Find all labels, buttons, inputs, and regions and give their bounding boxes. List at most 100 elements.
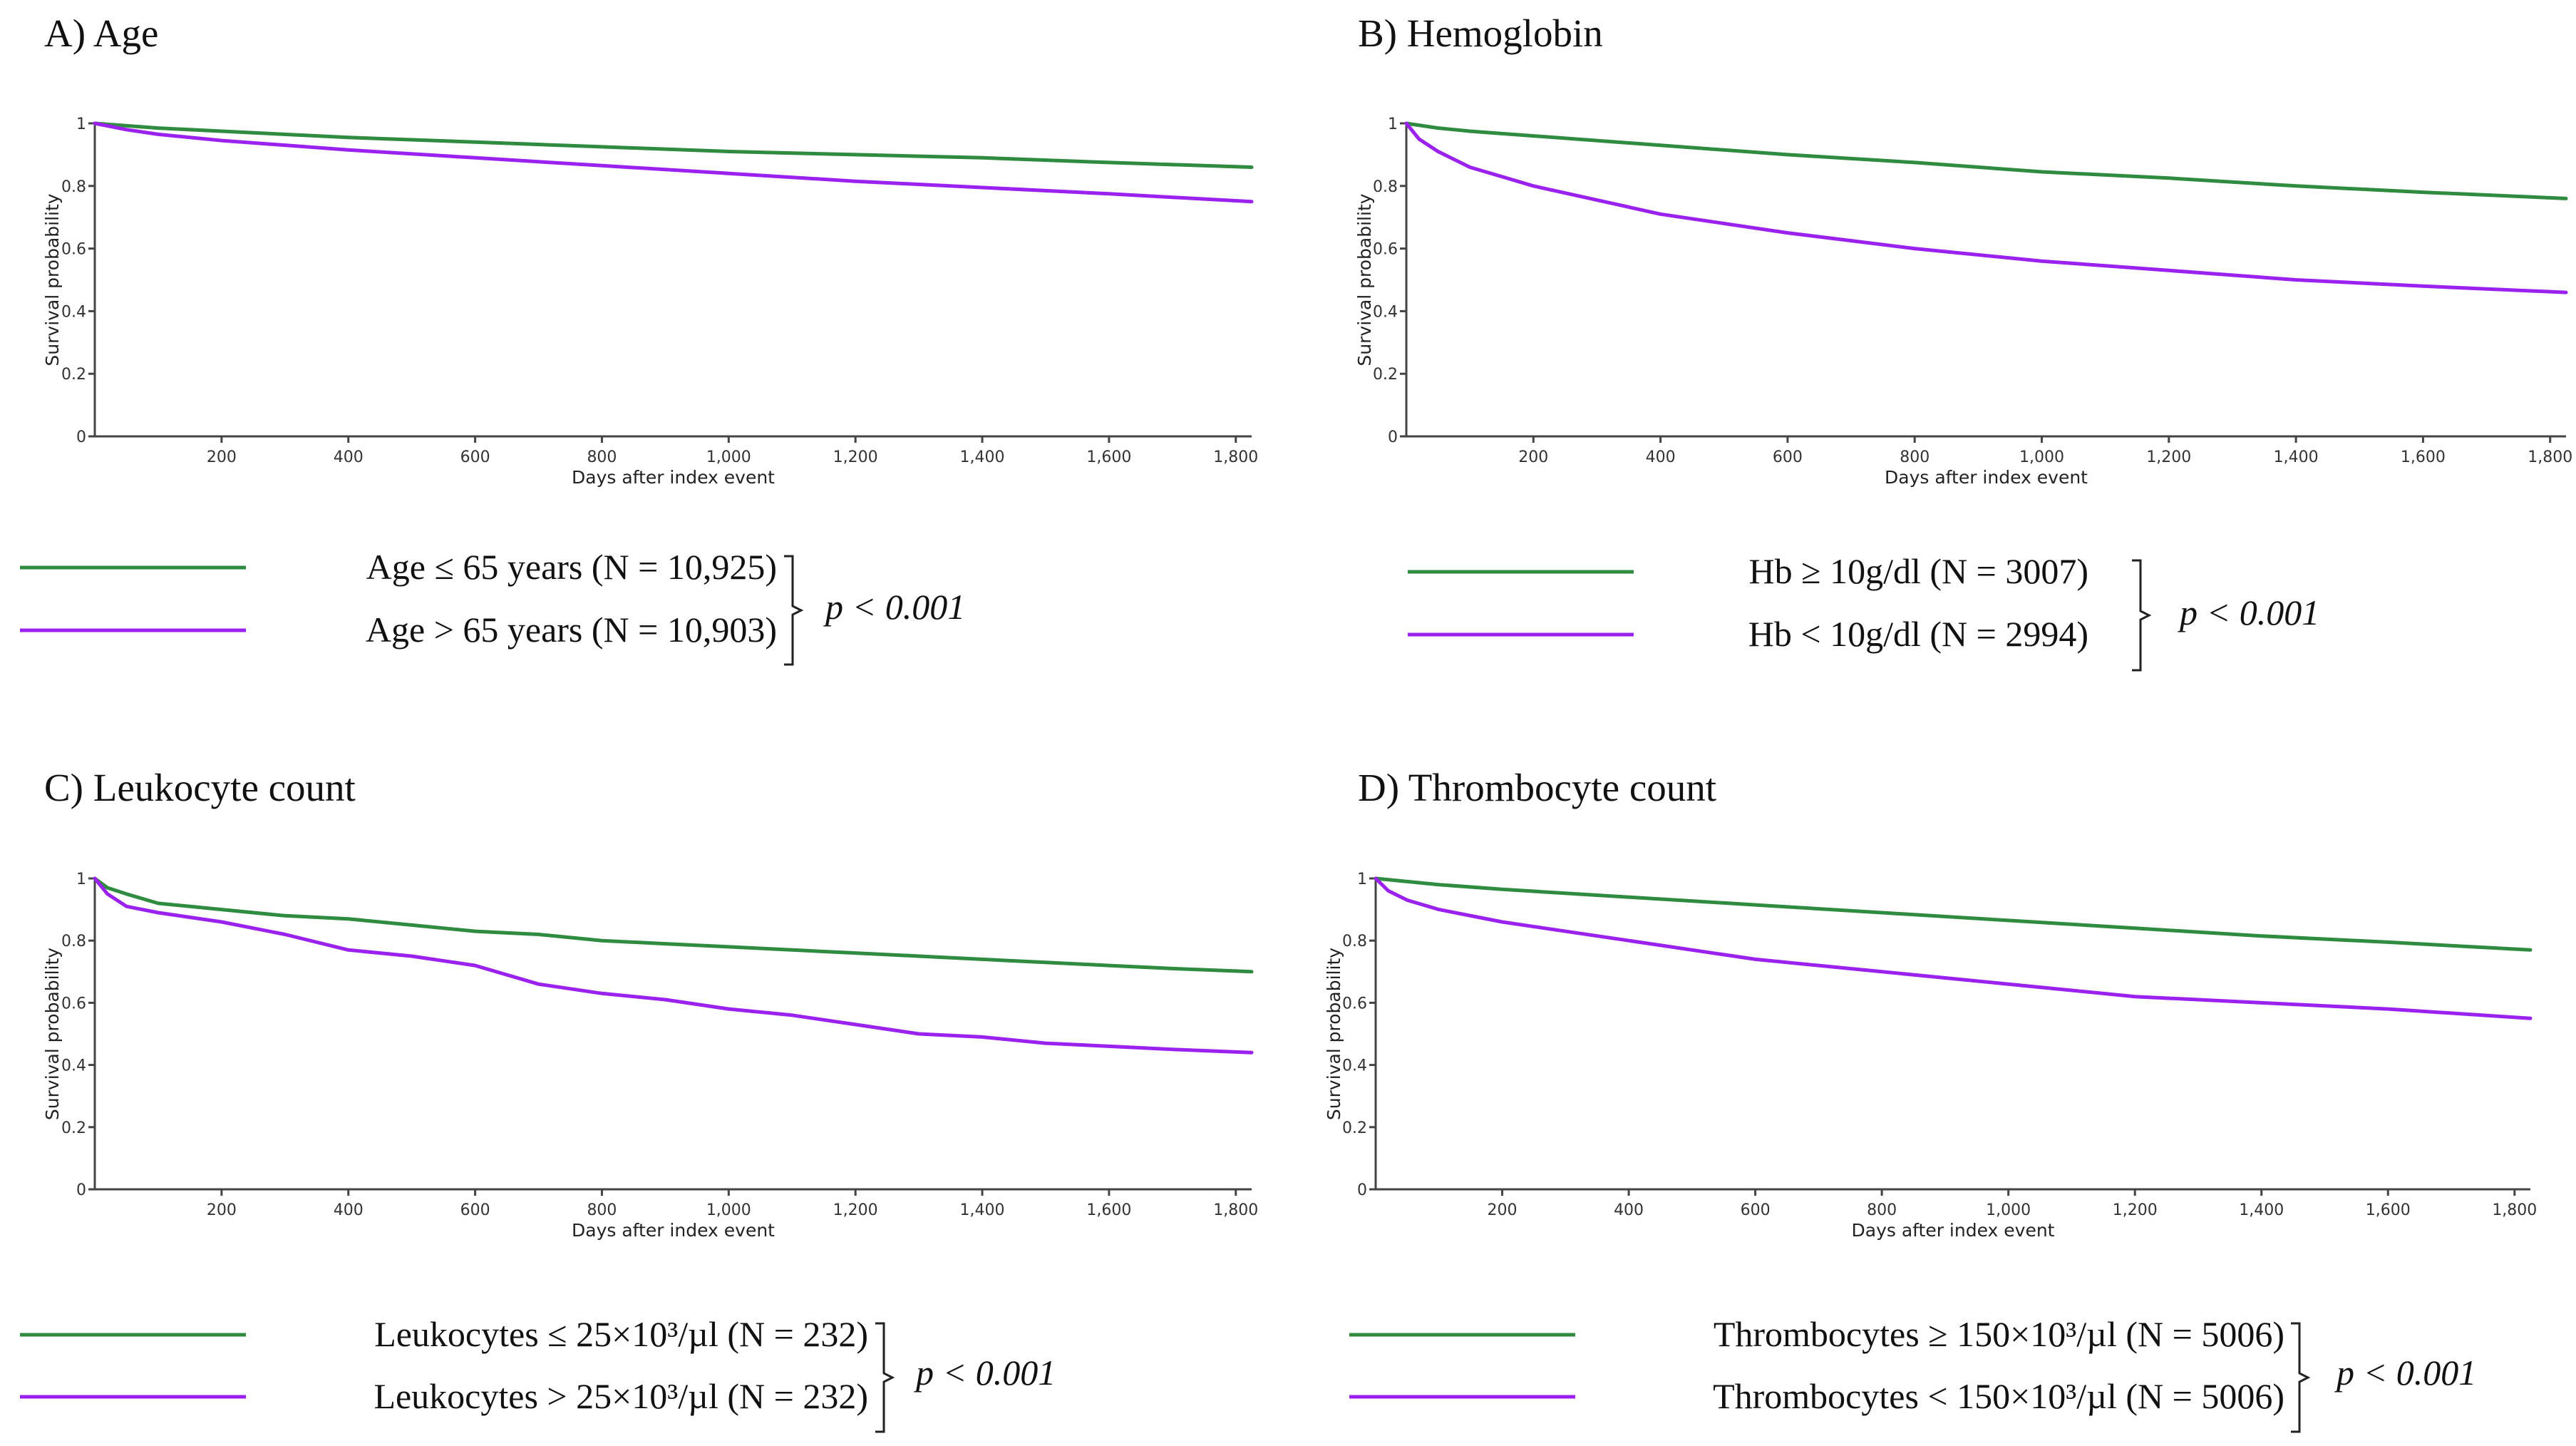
x-tick-label: 1,200: [833, 448, 878, 466]
y-tick-label: 0.2: [1373, 366, 1398, 384]
y-axis-label: Survival probability: [42, 193, 63, 366]
legend-bracket: [875, 1322, 895, 1433]
x-tick-label: 1,800: [2528, 448, 2572, 466]
legend-bracket: [2291, 1322, 2311, 1433]
legend-label: Hb < 10g/dl (N = 2994): [1748, 614, 2088, 654]
y-tick-label: 1: [1388, 116, 1398, 133]
chart-title: D) Thrombocyte count: [1358, 766, 1716, 809]
y-tick-label: 0.2: [1342, 1119, 1367, 1137]
panel-a: A) Age 0 0.2 0.4 0.6 0.8 1 200 400 600 800 1,000 1,2…: [20, 11, 1258, 666]
x-tick-label: 800: [587, 448, 617, 466]
y-tick-label: 0.2: [61, 1119, 86, 1137]
y-tick-label: 0.6: [1342, 995, 1367, 1012]
y-tick-label: 1: [76, 116, 86, 133]
legend-label: Age ≤ 65 years (N = 10,925): [366, 547, 777, 587]
y-tick-label: 0.4: [1342, 1057, 1367, 1075]
x-tick-label: 1,200: [833, 1201, 878, 1219]
survival-curve-group1: [93, 121, 1254, 169]
y-tick-label: 1: [1357, 871, 1367, 888]
x-tick-label: 600: [460, 1201, 490, 1219]
x-tick-label: 1,000: [706, 448, 751, 466]
legend-bracket: [784, 555, 804, 666]
x-tick-label: 1,800: [1213, 1201, 1258, 1219]
y-tick-label: 0.6: [61, 241, 86, 259]
legend-label: Leukocytes > 25×10³/µl (N = 232): [373, 1376, 868, 1416]
y-tick-label: 0.4: [1373, 303, 1398, 321]
chart-title: B) Hemoglobin: [1358, 11, 1603, 55]
y-tick-label: 0: [76, 429, 86, 446]
x-tick-label: 1,800: [1213, 448, 1258, 466]
legend-bracket: [2132, 559, 2152, 672]
chart-title: A) Age: [44, 11, 158, 55]
legend-label: Hb ≥ 10g/dl (N = 3007): [1749, 551, 2088, 591]
y-tick-label: 0.8: [1342, 933, 1367, 950]
x-axis-label: Days after index event: [1885, 467, 2088, 488]
x-tick-label: 200: [207, 448, 237, 466]
y-tick-label: 0.2: [61, 366, 86, 384]
x-axis-label: Days after index event: [572, 467, 775, 488]
x-tick-label: 600: [1773, 448, 1803, 466]
survival-curve-group1: [93, 876, 1254, 974]
x-tick-label: 1,000: [1986, 1201, 2031, 1219]
x-tick-label: 1,600: [2401, 448, 2446, 466]
y-axis-label: Survival probability: [1354, 193, 1375, 366]
x-tick-label: 400: [1614, 1201, 1644, 1219]
y-tick-label: 0.6: [1373, 241, 1398, 259]
y-tick-label: 0.8: [1373, 178, 1398, 196]
x-tick-label: 1,400: [2274, 448, 2319, 466]
panel-c: C) Leukocyte count 0 0.2 0.4 0.6 0.8 1 200 400 60…: [20, 766, 1258, 1433]
legend-label: Thrombocytes < 150×10³/µl (N = 5006): [1713, 1376, 2284, 1416]
y-axis-label: Survival probability: [42, 948, 63, 1120]
survival-curve-group1: [1374, 876, 2533, 952]
x-tick-label: 1,400: [2239, 1201, 2284, 1219]
x-tick-label: 1,600: [2366, 1201, 2411, 1219]
y-tick-label: 0.4: [61, 303, 86, 321]
survival-curve-group2: [1374, 876, 2533, 1020]
x-axis-label: Days after index event: [572, 1220, 775, 1241]
x-tick-label: 800: [587, 1201, 617, 1219]
y-tick-label: 0: [1388, 429, 1398, 446]
y-tick-label: 0: [1357, 1181, 1367, 1199]
x-tick-label: 800: [1900, 448, 1930, 466]
y-tick-label: 1: [76, 871, 86, 888]
panel-b: B) Hemoglobin 0 0.2 0.4 0.6 0.8 1 200 400 600 800 1…: [1354, 11, 2572, 672]
x-tick-label: 1,400: [960, 1201, 1005, 1219]
survival-curve-group1: [1404, 121, 2568, 200]
survival-curve-group2: [1404, 121, 2568, 294]
x-tick-label: 1,000: [2019, 448, 2064, 466]
p-value: p < 0.001: [914, 1353, 1056, 1393]
survival-curve-group2: [93, 121, 1254, 204]
legend-label: Thrombocytes ≥ 150×10³/µl (N = 5006): [1714, 1314, 2284, 1354]
x-tick-label: 400: [334, 1201, 364, 1219]
x-tick-label: 1,400: [960, 448, 1005, 466]
y-tick-label: 0.8: [61, 933, 86, 950]
p-value: p < 0.001: [2178, 593, 2319, 632]
survival-curve-group2: [93, 876, 1254, 1055]
y-tick-label: 0.4: [61, 1057, 86, 1075]
panel-d: D) Thrombocyte count 0 0.2 0.4 0.6 0.8 1 200 400…: [1324, 766, 2537, 1433]
y-axis-label: Survival probability: [1324, 948, 1344, 1120]
x-tick-label: 600: [460, 448, 490, 466]
x-tick-label: 200: [207, 1201, 237, 1219]
x-tick-label: 200: [1518, 448, 1548, 466]
p-value: p < 0.001: [823, 587, 965, 627]
x-tick-label: 1,200: [2113, 1201, 2158, 1219]
x-axis-label: Days after index event: [1852, 1220, 2055, 1241]
x-tick-label: 1,800: [2492, 1201, 2537, 1219]
x-tick-label: 1,600: [1086, 448, 1131, 466]
x-tick-label: 200: [1488, 1201, 1518, 1219]
legend-label: Age > 65 years (N = 10,903): [366, 610, 777, 650]
y-tick-label: 0: [76, 1181, 86, 1199]
x-tick-label: 1,200: [2146, 448, 2191, 466]
p-value: p < 0.001: [2334, 1353, 2476, 1393]
y-tick-label: 0.6: [61, 995, 86, 1012]
x-tick-label: 1,600: [1086, 1201, 1131, 1219]
x-tick-label: 400: [334, 448, 364, 466]
legend-label: Leukocytes ≤ 25×10³/µl (N = 232): [374, 1314, 868, 1354]
x-tick-label: 800: [1867, 1201, 1897, 1219]
x-tick-label: 400: [1646, 448, 1676, 466]
chart-title: C) Leukocyte count: [44, 766, 356, 809]
y-tick-label: 0.8: [61, 178, 86, 196]
x-tick-label: 1,000: [706, 1201, 751, 1219]
